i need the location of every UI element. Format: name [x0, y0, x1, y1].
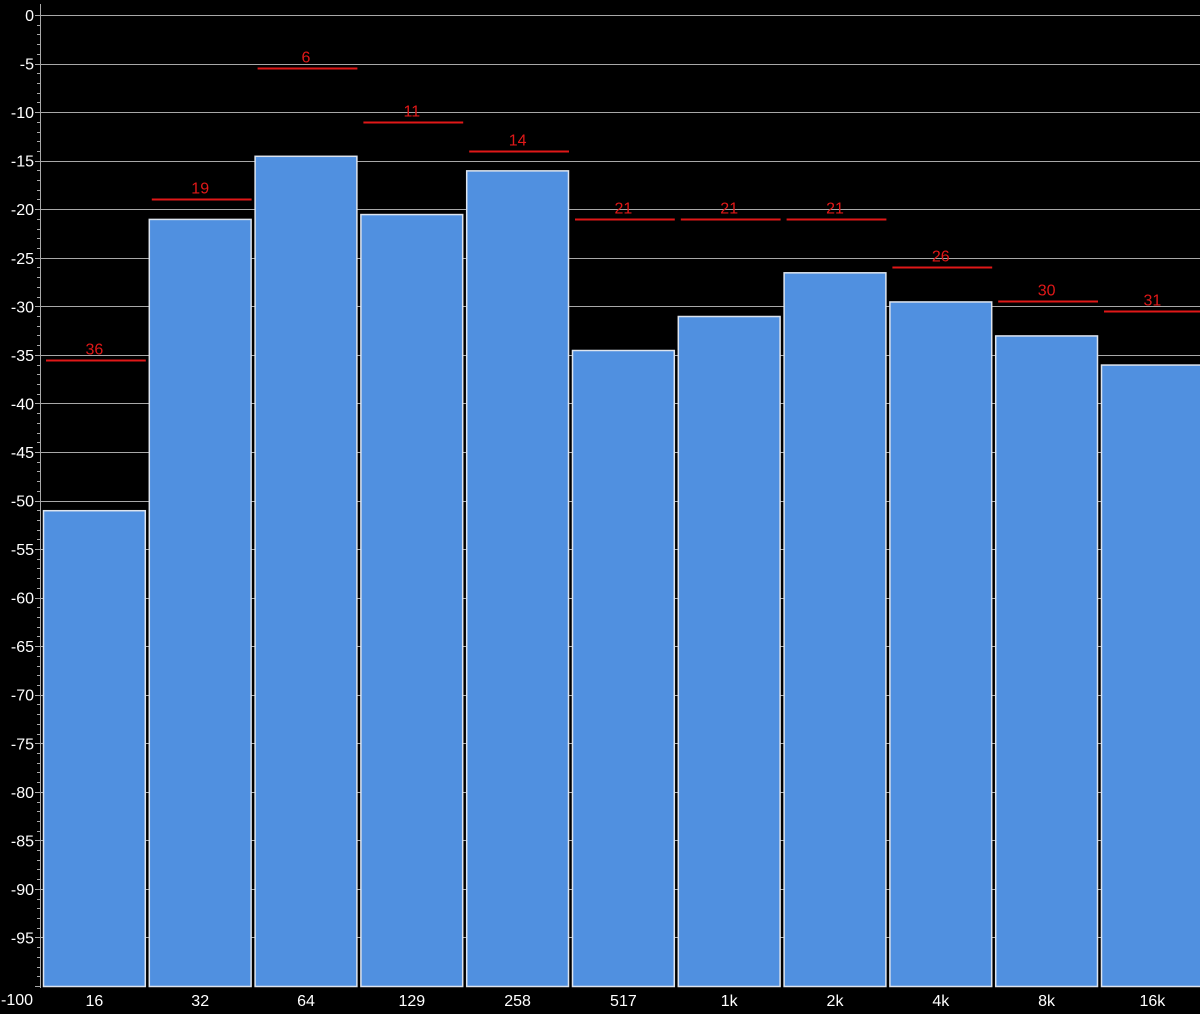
- x-tick-label-4k: 4k: [932, 993, 950, 1010]
- bar-32: [148, 218, 252, 988]
- y-tick-label: -50: [11, 494, 34, 511]
- y-tick-label: 0: [25, 8, 34, 25]
- x-tick-label-258: 258: [504, 993, 531, 1010]
- peak-label-2k: 21: [826, 201, 844, 218]
- peak-label-129: 11: [403, 104, 420, 121]
- peak-label-16k: 31: [1144, 293, 1162, 310]
- bar-16: [42, 509, 147, 988]
- y-tick-label: -45: [11, 445, 34, 462]
- peak-label-1k: 21: [720, 201, 738, 218]
- y-tick-label: -60: [11, 591, 34, 608]
- y-tick-label: -100: [1, 992, 33, 1009]
- y-tick-label: -70: [11, 688, 34, 705]
- x-tick-label-32: 32: [191, 993, 209, 1010]
- x-tick-label-64: 64: [297, 993, 315, 1010]
- y-tick-label: -20: [11, 202, 34, 219]
- axes: 0 -5 -10 -15 -20 -25 -30 -35 -40 -45 -50 -55 -60 -65 -…: [1, 4, 1166, 1010]
- peak-label-258: 14: [509, 133, 527, 150]
- y-tick-label: -75: [11, 736, 34, 753]
- peak-markers: 36 19 6 11 14 21 21 21 26 30 31: [46, 50, 1200, 362]
- x-tick-label-129: 129: [398, 993, 425, 1010]
- bars: [42, 155, 1200, 988]
- y-tick-label: -25: [11, 251, 34, 268]
- x-tick-label-2k: 2k: [827, 993, 845, 1010]
- peak-label-32: 19: [191, 181, 209, 198]
- y-tick-label: -40: [11, 396, 34, 413]
- bar-64: [254, 155, 358, 988]
- y-tick-label: -55: [11, 542, 34, 559]
- x-tick-label-16: 16: [86, 993, 104, 1010]
- y-tick-label: -80: [11, 785, 34, 802]
- bar-1k: [677, 315, 781, 988]
- y-tick-label: -5: [20, 57, 34, 74]
- bar-16k: [1100, 364, 1200, 988]
- peak-label-64: 6: [302, 50, 311, 67]
- bar-517: [571, 349, 676, 988]
- y-tick-label: -95: [11, 930, 34, 947]
- y-tick-label: -15: [11, 154, 34, 171]
- peak-label-517: 21: [615, 201, 633, 218]
- y-tick-label: -10: [11, 105, 34, 122]
- y-tick-label: -90: [11, 882, 34, 899]
- bar-2k: [783, 272, 887, 988]
- bar-8k: [994, 335, 1099, 988]
- x-tick-label-8k: 8k: [1038, 993, 1056, 1010]
- peak-label-8k: 30: [1038, 283, 1056, 300]
- y-tick-label: -65: [11, 639, 34, 656]
- bar-129: [360, 213, 464, 988]
- y-tick-label: -30: [11, 299, 34, 316]
- bar-258: [465, 170, 570, 988]
- x-tick-label-517: 517: [610, 993, 637, 1010]
- y-tick-label: -35: [11, 348, 34, 365]
- y-tick-label: -85: [11, 833, 34, 850]
- bar-4k: [889, 301, 993, 988]
- x-tick-label-1k: 1k: [721, 993, 739, 1010]
- peak-label-4k: 26: [932, 249, 950, 266]
- x-tick-label-16k: 16k: [1140, 993, 1167, 1010]
- peak-label-16: 36: [86, 342, 104, 359]
